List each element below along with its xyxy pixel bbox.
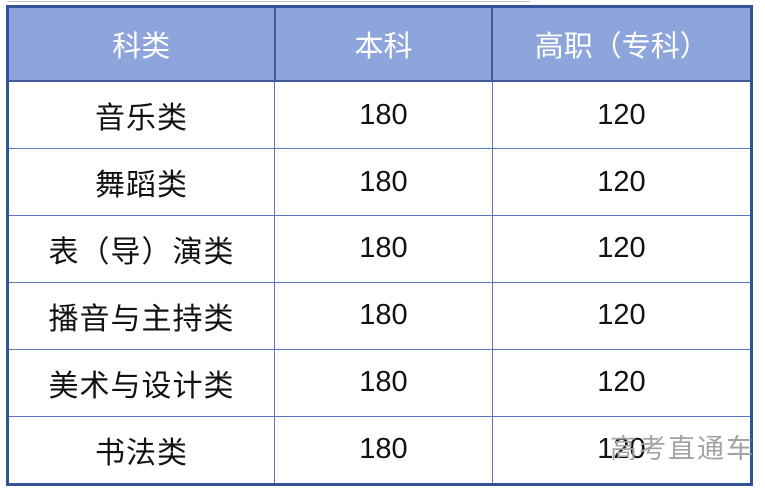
cell-gaozhi-score: 120 xyxy=(491,214,753,283)
cell-category: 音乐类 xyxy=(6,80,276,150)
table-row: 美术与设计类 180 120 xyxy=(6,348,753,417)
cell-category: 播音与主持类 xyxy=(6,281,276,350)
cell-benke-score: 180 xyxy=(274,348,493,417)
table-row: 舞蹈类 180 120 xyxy=(6,148,753,216)
top-divider-line xyxy=(8,1,530,2)
header-cell-gaozhi: 高职（专科） xyxy=(491,6,752,82)
cell-gaozhi-score: 120 xyxy=(491,148,753,216)
cell-gaozhi-score: 120 xyxy=(491,80,753,150)
cell-gaozhi-score: 120 xyxy=(491,415,753,486)
watermark-gaokao-zhitongche: 高考直通车 xyxy=(610,434,755,464)
cell-category: 表（导）演类 xyxy=(6,214,276,283)
header-cell-benke: 本科 xyxy=(273,6,494,82)
table-header-row: 科类 本科 高职（专科） xyxy=(7,6,752,82)
header-cell-category: 科类 xyxy=(7,6,276,82)
cell-benke-score: 180 xyxy=(274,281,493,350)
cell-gaozhi-score: 120 xyxy=(491,281,753,350)
cell-gaozhi-score: 120 xyxy=(491,348,753,417)
score-line-table: 科类 本科 高职（专科） 音乐类 180 120 舞蹈类 180 120 表（导… xyxy=(6,5,753,486)
cell-benke-score: 180 xyxy=(274,80,493,150)
cell-benke-score: 180 xyxy=(274,214,493,283)
table-row: 播音与主持类 180 120 xyxy=(6,281,753,350)
cell-category: 舞蹈类 xyxy=(6,148,276,216)
cell-benke-score: 180 xyxy=(274,148,493,216)
cell-benke-score: 180 xyxy=(274,415,493,486)
table-row: 表（导）演类 180 120 xyxy=(6,214,753,283)
table-row: 音乐类 180 120 xyxy=(6,80,753,150)
cell-category: 书法类 xyxy=(6,415,276,486)
cell-category: 美术与设计类 xyxy=(6,348,276,417)
table-row: 书法类 180 120 xyxy=(6,415,753,486)
